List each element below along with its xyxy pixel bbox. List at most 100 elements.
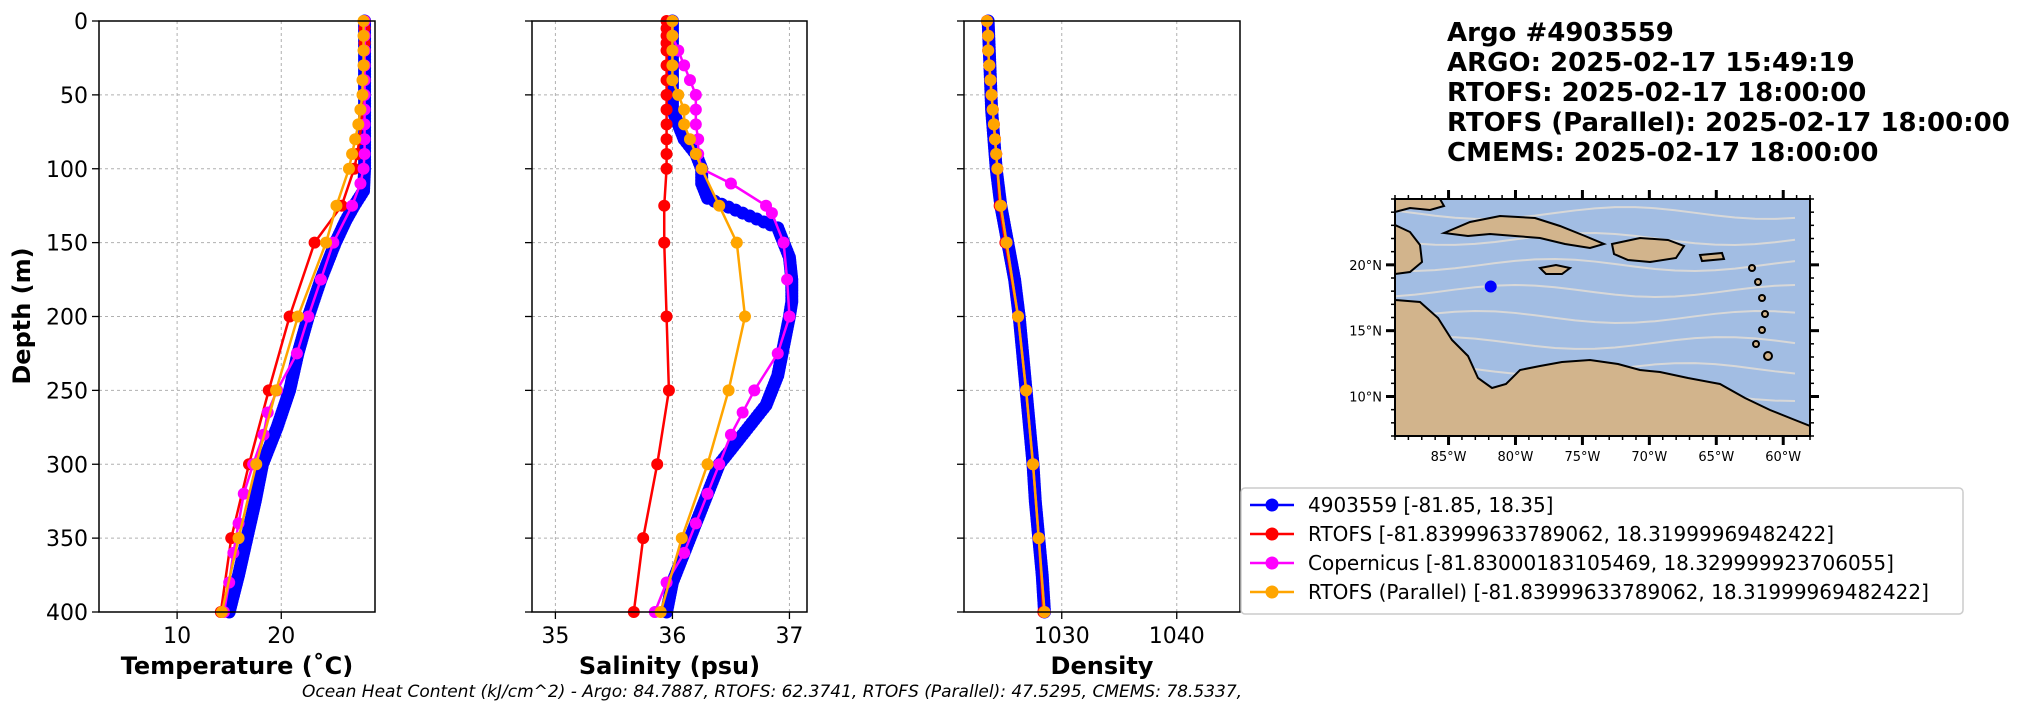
jamaica-land	[1537, 263, 1573, 275]
data-point-copernicus	[346, 199, 359, 212]
puerto-rico-land	[1698, 251, 1726, 263]
y-tick-label: 50	[60, 84, 88, 109]
data-point-copernicus	[713, 458, 726, 471]
data-point-rtofs	[660, 88, 673, 101]
map-lat-label: 20°N	[1349, 259, 1382, 274]
title-line-1: Argo #4903559	[1447, 18, 1674, 48]
data-point-rtofs	[660, 133, 673, 146]
data-point-copernicus	[678, 546, 691, 559]
data-point-copernicus	[701, 487, 714, 500]
data-point-parallel	[986, 103, 999, 116]
legend-swatch-marker	[1265, 527, 1279, 541]
data-point-parallel	[985, 88, 998, 101]
data-point-parallel	[738, 310, 751, 323]
map-lon-label: 65°W	[1698, 450, 1734, 465]
data-point-parallel	[666, 59, 679, 72]
legend-label: Copernicus [-81.83000183105469, 18.32999…	[1308, 551, 1894, 575]
map-lon-label: 75°W	[1564, 450, 1600, 465]
data-point-copernicus	[683, 74, 696, 87]
y-tick-label: 400	[46, 601, 88, 626]
map-lat-label: 15°N	[1349, 325, 1382, 340]
data-point-rtofs	[660, 310, 673, 323]
legend-entry: 4903559 [-81.85, 18.35]	[1250, 493, 1553, 517]
data-point-copernicus	[748, 384, 761, 397]
lesser-antilles	[1748, 264, 1773, 361]
x-tick-label: 20	[267, 624, 295, 649]
data-point-parallel	[713, 199, 726, 212]
map-lon-label: 70°W	[1631, 450, 1667, 465]
y-tick-label: 350	[46, 527, 88, 552]
data-point-parallel	[672, 88, 685, 101]
x-tick-label: 1040	[1149, 624, 1205, 649]
data-point-parallel	[349, 133, 362, 146]
data-point-parallel	[346, 147, 359, 160]
streamline	[1395, 232, 1796, 246]
data-point-parallel	[250, 458, 263, 471]
x-tick-label: 36	[658, 624, 686, 649]
data-point-parallel	[357, 59, 370, 72]
y-tick-label: 0	[74, 10, 88, 35]
data-point-rtofs	[283, 310, 296, 323]
data-point-copernicus	[357, 162, 370, 175]
yucatan-land	[1395, 223, 1424, 276]
series-parallel	[981, 15, 1051, 618]
data-point-rtofs	[637, 532, 650, 545]
data-point-parallel	[991, 162, 1004, 175]
data-point-parallel	[1032, 532, 1045, 545]
data-point-parallel	[722, 384, 735, 397]
data-point-copernicus	[771, 347, 784, 360]
data-point-copernicus	[689, 88, 702, 101]
hispaniola-land	[1610, 236, 1686, 264]
data-point-rtofs	[660, 103, 673, 116]
x-tick-label: 1030	[1034, 624, 1090, 649]
data-point-copernicus	[781, 273, 794, 286]
data-point-parallel	[678, 118, 691, 131]
map-lat-label: 10°N	[1349, 391, 1382, 406]
data-point-parallel	[990, 147, 1003, 160]
data-point-parallel	[330, 199, 343, 212]
data-point-copernicus	[736, 406, 749, 419]
legend-swatch-marker	[1265, 585, 1279, 599]
data-point-parallel	[994, 199, 1007, 212]
argo-float-marker	[1484, 280, 1497, 293]
data-point-parallel	[291, 310, 304, 323]
map-lon-label: 60°W	[1765, 450, 1801, 465]
data-point-parallel	[730, 236, 743, 249]
profile-panels: 0 50 100 150 200 250 300 350 400 10 20 Temperature …	[46, 10, 1241, 680]
data-point-copernicus	[783, 310, 796, 323]
data-point-parallel	[982, 44, 995, 57]
series-parallel	[215, 15, 370, 618]
x-axis-label: Temperature (˚C)	[121, 652, 354, 680]
data-point-parallel	[989, 133, 1002, 146]
data-point-parallel	[666, 29, 679, 42]
streamline	[1395, 258, 1796, 272]
data-point-copernicus	[237, 487, 250, 500]
data-point-parallel	[689, 147, 702, 160]
data-point-parallel	[357, 44, 370, 57]
data-point-copernicus	[290, 347, 303, 360]
data-point-copernicus	[765, 207, 778, 220]
data-point-parallel	[1027, 458, 1039, 471]
data-point-parallel	[987, 118, 1000, 131]
data-point-parallel	[357, 29, 370, 42]
data-point-parallel	[356, 88, 369, 101]
data-point-parallel	[270, 384, 283, 397]
legend-label: RTOFS (Parallel) [-81.83999633789062, 18…	[1308, 580, 1929, 604]
map-ticks: 85°W 80°W 75°W 70°W 65°W 60°W 20°N 15°N 10°N	[1349, 190, 1819, 465]
series-parallel	[654, 15, 751, 618]
legend-entry: RTOFS [-81.83999633789062, 18.3199996948…	[1250, 522, 1834, 546]
data-point-copernicus	[689, 517, 702, 530]
data-point-parallel	[983, 59, 996, 72]
title-line-3: RTOFS: 2025-02-17 18:00:00	[1447, 78, 1866, 108]
x-axis-label: Salinity (psu)	[579, 652, 760, 680]
data-point-parallel	[683, 133, 696, 146]
data-point-rtofs	[662, 384, 675, 397]
data-point-parallel	[678, 103, 691, 116]
y-tick-label: 300	[46, 453, 88, 478]
data-point-copernicus	[302, 310, 315, 323]
streamline	[1395, 283, 1796, 298]
data-point-parallel	[695, 162, 708, 175]
data-point-parallel	[1020, 384, 1033, 397]
location-map: 85°W 80°W 75°W 70°W 65°W 60°W 20°N 15°N 10°N	[1349, 190, 1819, 465]
